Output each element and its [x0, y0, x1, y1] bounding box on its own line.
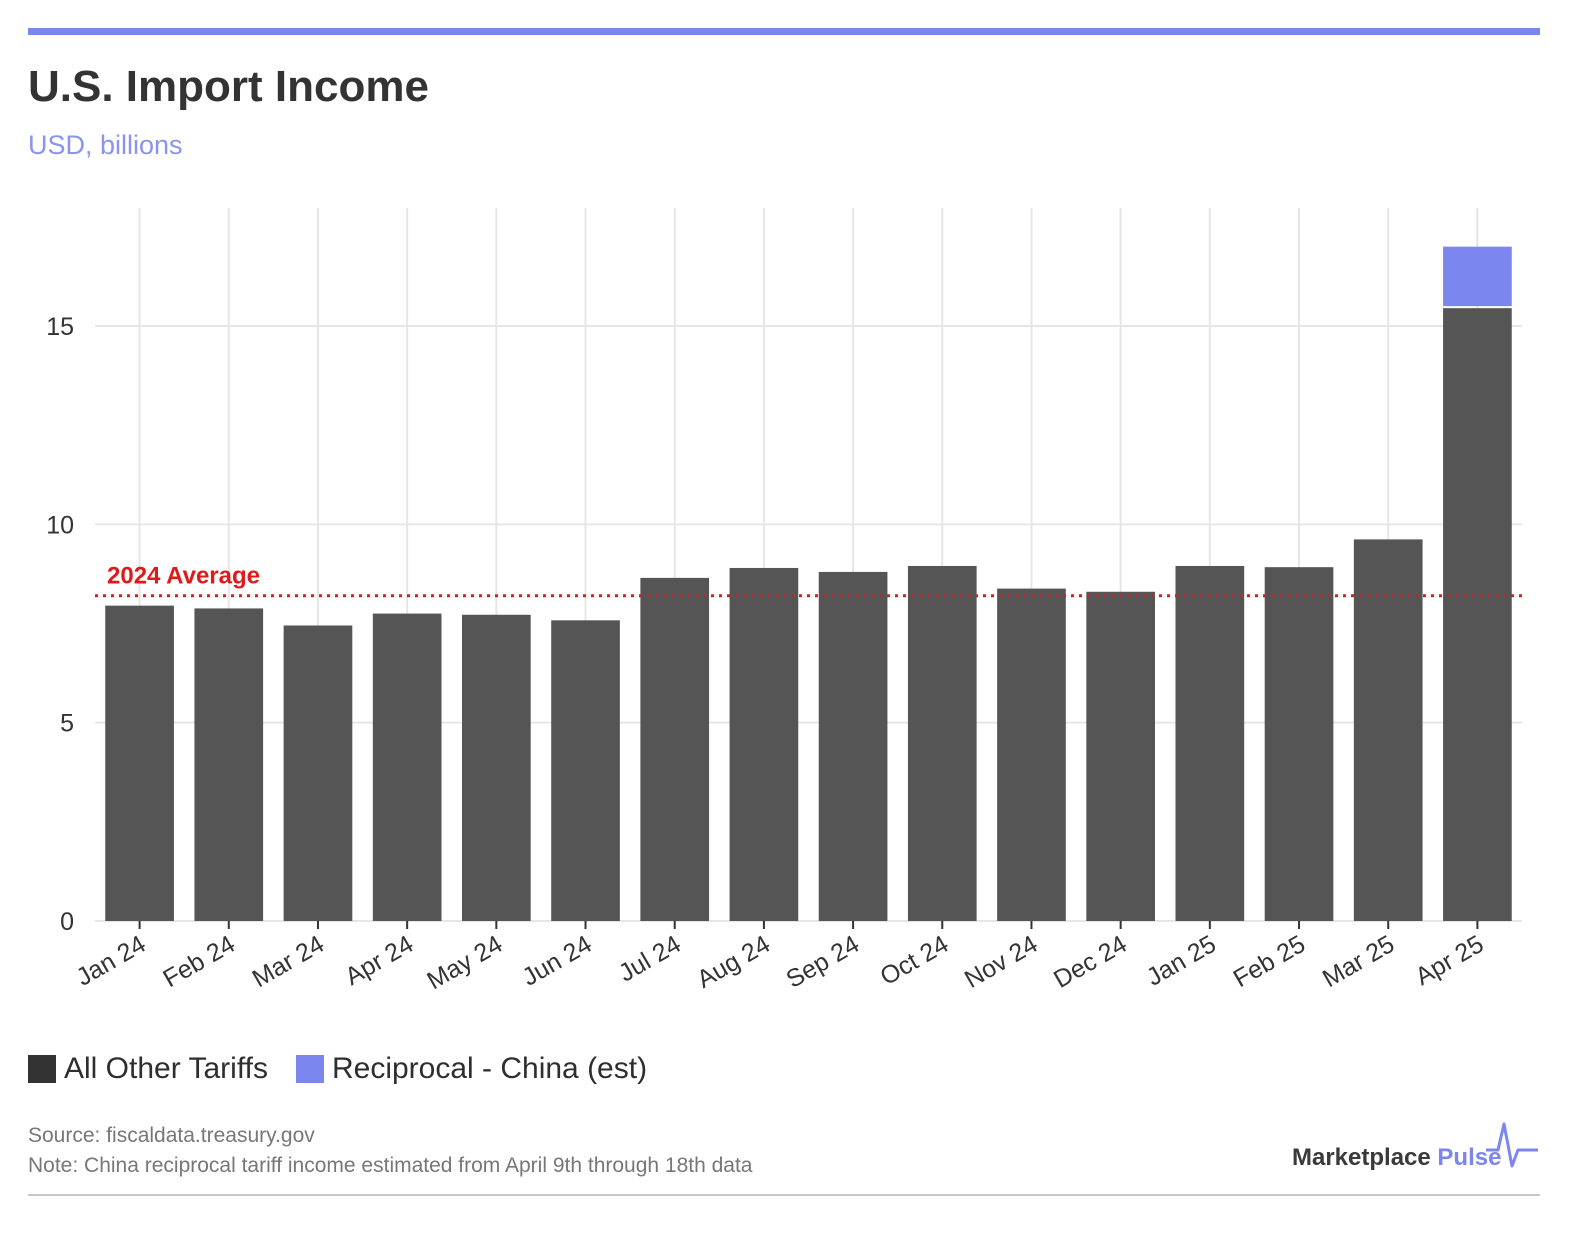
pulse-icon: [1486, 1122, 1538, 1168]
x-tick-label: Feb 25: [1229, 930, 1310, 993]
x-tick-label: Jan 25: [1142, 930, 1221, 992]
bar-all-other-tariffs: [1086, 591, 1155, 921]
bar-all-other-tariffs: [729, 567, 799, 921]
bar-all-other-tariffs: [105, 605, 174, 921]
y-tick-label: 10: [46, 511, 74, 539]
bar-all-other-tariffs: [283, 625, 353, 921]
x-tick-label: Apr 25: [1411, 930, 1489, 991]
bar-all-other-tariffs: [907, 565, 977, 921]
x-tick-label: Sep 24: [781, 930, 864, 994]
x-tick-label: Nov 24: [960, 930, 1043, 994]
legend-item-all-other-tariffs: All Other Tariffs: [28, 1052, 268, 1086]
bar-all-other-tariffs: [1264, 567, 1334, 921]
x-tick-label: Feb 24: [158, 930, 239, 993]
x-tick-label: May 24: [422, 930, 507, 995]
average-reference-label: 2024 Average: [107, 563, 260, 590]
bar-all-other-tariffs: [818, 571, 888, 921]
bar-all-other-tariffs: [551, 620, 620, 921]
x-tick-label: Dec 24: [1049, 930, 1132, 994]
chart-title: U.S. Import Income: [28, 62, 429, 111]
bar-all-other-tariffs: [462, 614, 531, 921]
bottom-rule: [28, 1194, 1540, 1196]
y-tick-label: 0: [60, 908, 74, 936]
x-tick-label: Oct 24: [875, 930, 953, 991]
x-tick-label: Mar 25: [1318, 930, 1399, 993]
bar-all-other-tariffs: [1175, 565, 1245, 921]
bar-all-other-tariffs: [1353, 539, 1423, 921]
chart-subtitle: USD, billions: [28, 130, 183, 160]
bar-reciprocal-china: [1443, 246, 1512, 307]
y-tick-label: 15: [46, 313, 74, 341]
x-tick-label: Jun 24: [518, 930, 597, 992]
x-tick-label: Aug 24: [692, 930, 775, 994]
legend-item-reciprocal-china: Reciprocal - China (est): [295, 1052, 648, 1086]
x-tick-label: Apr 24: [340, 930, 418, 991]
legend-swatch-all-other-tariffs: [28, 1055, 56, 1083]
bar-all-other-tariffs: [997, 588, 1066, 921]
y-tick-label: 5: [60, 710, 74, 738]
bar-all-other-tariffs: [372, 613, 442, 921]
note-text: Note: China reciprocal tariff income est…: [28, 1154, 753, 1177]
bar-all-other-tariffs: [194, 608, 264, 921]
bar-all-other-tariffs: [640, 577, 710, 921]
legend-swatch-reciprocal-china: [295, 1055, 324, 1083]
x-tick-label: Mar 24: [248, 930, 329, 993]
bar-chart: 0 5 10 15 Jan 24 Feb 24 Mar 24 Apr 24 May 24 Jun …: [46, 208, 1522, 995]
legend-label-all-other-tariffs: All Other Tariffs: [64, 1052, 268, 1085]
x-tick-label: Jan 24: [72, 930, 151, 992]
top-accent-rule: [28, 28, 1540, 35]
legend: All Other Tariffs Reciprocal - China (es…: [28, 1052, 675, 1086]
bar-all-other-tariffs: [1443, 308, 1512, 921]
brand-main-text: Marketplace: [1292, 1144, 1431, 1171]
legend-label-reciprocal-china: Reciprocal - China (est): [331, 1052, 648, 1085]
x-tick-label: Jul 24: [614, 930, 686, 988]
brand-logo: Marketplace Pulse: [1292, 1144, 1501, 1172]
source-text: Source: fiscaldata.treasury.gov: [28, 1124, 315, 1147]
